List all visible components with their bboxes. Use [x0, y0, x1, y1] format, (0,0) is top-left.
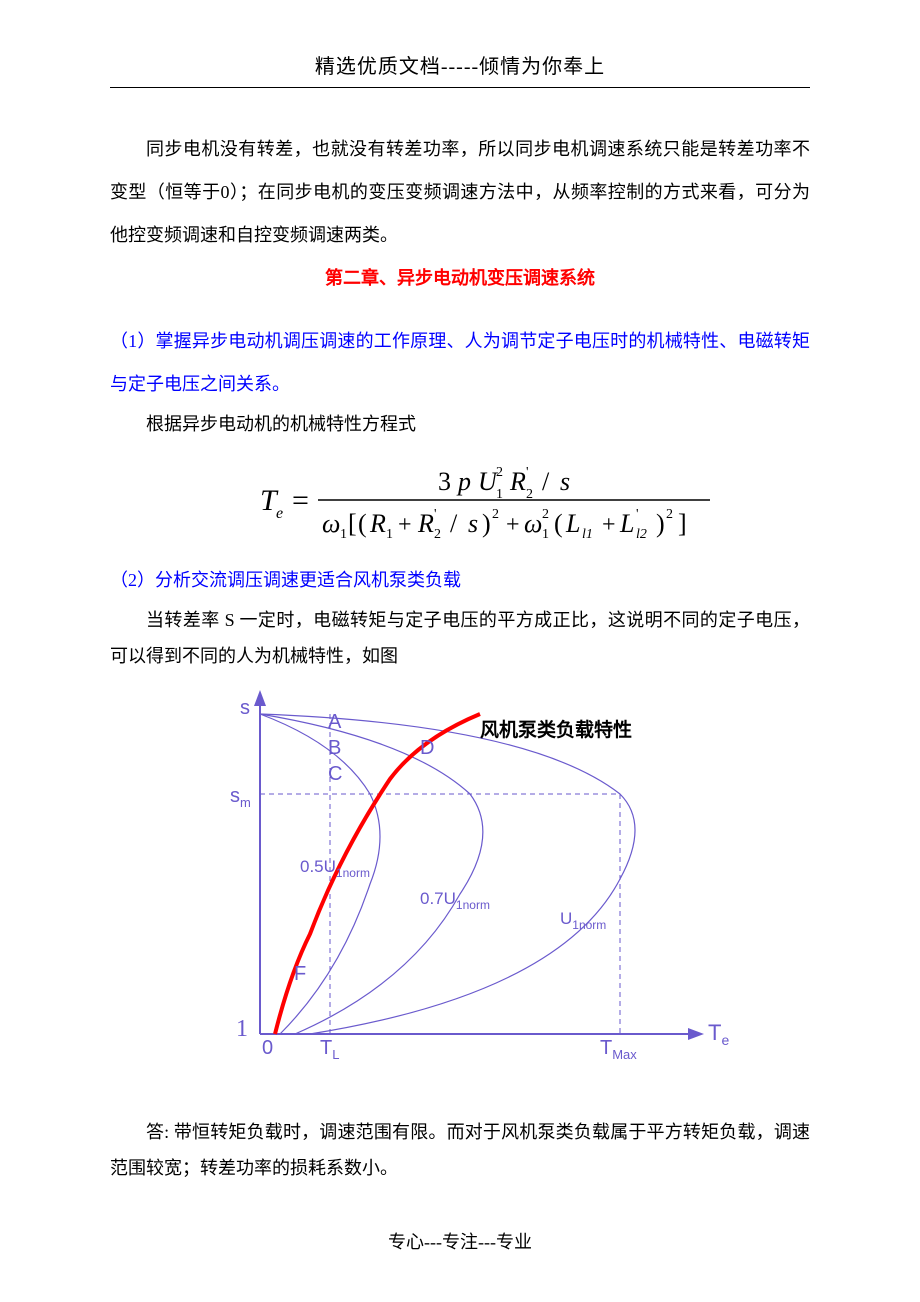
eq-plus3: + [602, 512, 616, 538]
eq-s2: s [468, 509, 478, 538]
eq-omega1-sub: 1 [340, 527, 347, 542]
equation-svg: T e = 3 p U 1 2 R 2 ' / s ω 1 [ ( [200, 456, 720, 544]
eq-plus1: + [398, 512, 412, 538]
section-1-heading: （1）掌握异步电动机调压调速的工作原理、人为调节定子电压时的机械特性、电磁转矩与… [110, 320, 810, 406]
label-s: s [240, 697, 250, 719]
label-TL: TL [320, 1037, 339, 1062]
eq-slash1: / [542, 467, 550, 496]
chapter-title: 第二章、异步电动机变压调速系统 [110, 264, 810, 290]
body-text-2: 当转差率 S 一定时，电磁转矩与定子电压的平方成正比，这说明不同的定子电压，可以… [110, 602, 810, 674]
eq-p: p [456, 467, 471, 496]
label-one: 1 [236, 1016, 248, 1042]
eq-lb: [ [348, 509, 357, 538]
label-C: C [328, 763, 342, 785]
characteristic-diagram: s sm 1 0 A B C D F TL TMax Te 0.5U1norm … [180, 684, 740, 1074]
label-sm: sm [230, 785, 251, 810]
eq-L2: L [619, 509, 634, 538]
eq-L2-sub: l2 [636, 527, 647, 542]
eq-L1-sub: l1 [582, 527, 593, 542]
eq-rp1: ) [482, 509, 491, 538]
eq-R1: R [369, 509, 386, 538]
eq-R: R [509, 467, 526, 496]
eq-R1-sub: 1 [386, 527, 393, 542]
eq-R2p: R [417, 509, 434, 538]
eq-s1: s [560, 467, 570, 496]
label-Te: Te [708, 1020, 729, 1048]
label-zero: 0 [262, 1037, 273, 1059]
answer-paragraph: 答: 带恒转矩负载时，调速范围有限。而对于风机泵类负载属于平方转矩负载，调速范围… [110, 1114, 810, 1186]
eq-equals: = [292, 484, 309, 517]
eq-rb: ] [678, 509, 687, 538]
label-D: D [420, 737, 434, 759]
eq-omega2: ω [524, 509, 542, 538]
label-05U: 0.5U1norm [300, 857, 370, 880]
eq-R2p-sub: 2 [434, 527, 441, 542]
eq-lp2: ( [554, 509, 563, 538]
eq-lp1: ( [358, 509, 367, 538]
eq-R-prime: ' [526, 465, 529, 480]
eq-slash2: / [450, 509, 458, 538]
page-header: 精选优质文档-----倾情为你奉上 [110, 50, 810, 88]
eq-plus2: + [506, 512, 520, 538]
section-2-heading: （2）分析交流调压调速更适合风机泵类负载 [110, 559, 810, 602]
eq-omega2-sub: 1 [542, 527, 549, 542]
label-load: 风机泵类负载特性 [480, 718, 632, 741]
eq-sq1: 2 [492, 507, 499, 522]
eq-3: 3 [438, 467, 451, 496]
equation-block: T e = 3 p U 1 2 R 2 ' / s ω 1 [ ( [110, 456, 810, 549]
eq-L2-prime: ' [636, 507, 639, 522]
eq-L1: L [565, 509, 580, 538]
eq-omega1: ω [322, 509, 340, 538]
eq-omega2-sup: 2 [542, 507, 549, 522]
eq-rp2: ) [656, 509, 665, 538]
page-footer: 专心---专注---专业 [0, 1228, 920, 1254]
eq-R2p-prime: ' [434, 507, 437, 522]
label-B: B [328, 737, 341, 759]
eq-U-sup2: 2 [496, 465, 503, 480]
eq-R-sub2: 2 [526, 487, 533, 502]
label-F: F [294, 963, 306, 985]
label-TMax: TMax [600, 1037, 637, 1062]
paragraph-intro: 同步电机没有转差，也就没有转差功率，所以同步电机调速系统只能是转差功率不变型（恒… [110, 128, 810, 258]
eq-U-sub1: 1 [496, 487, 503, 502]
diagram-container: s sm 1 0 A B C D F TL TMax Te 0.5U1norm … [180, 684, 740, 1074]
eq-e: e [276, 505, 283, 522]
label-Unorm: U1norm [560, 909, 606, 932]
label-A: A [328, 711, 342, 733]
label-07U: 0.7U1norm [420, 889, 490, 912]
body-text-1: 根据异步电动机的机械特性方程式 [110, 406, 810, 442]
eq-sq2: 2 [666, 507, 673, 522]
curve-07u [260, 714, 483, 1034]
